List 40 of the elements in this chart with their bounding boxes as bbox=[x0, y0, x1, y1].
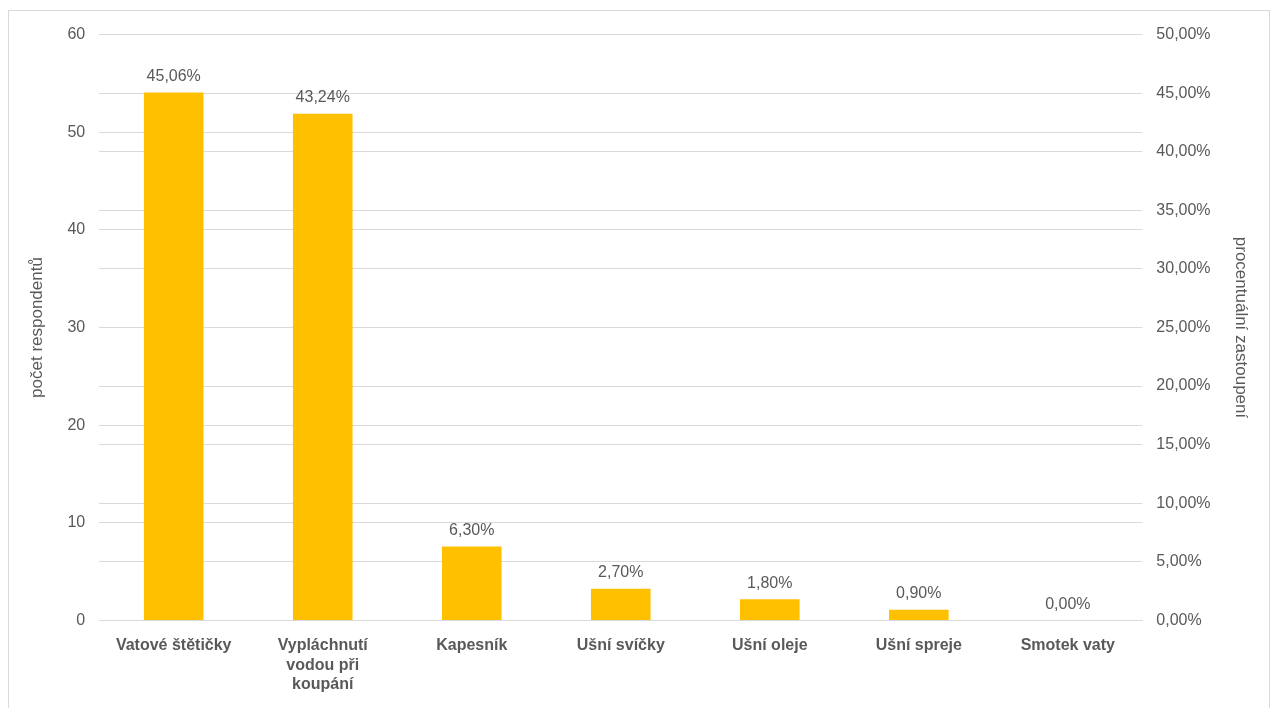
y-tick-label: 20 bbox=[67, 415, 86, 433]
x-tick-label: Ušní oleje bbox=[732, 636, 808, 654]
bar bbox=[292, 113, 353, 620]
data-label: 2,70% bbox=[598, 563, 644, 581]
y-tick-label: 30 bbox=[67, 317, 86, 335]
bar bbox=[143, 92, 204, 620]
x-tick-label: Vatové štětičky bbox=[115, 636, 232, 654]
x-tick-label: Kapesník bbox=[436, 636, 508, 654]
y2-tick-label: 30,00% bbox=[1156, 259, 1211, 277]
bar bbox=[441, 546, 502, 620]
y2-tick-label: 50,00% bbox=[1156, 25, 1211, 43]
y-tick-label: 60 bbox=[67, 25, 86, 43]
x-tick-label: Smotek vaty bbox=[1020, 636, 1116, 654]
y2-tick-label: 5,00% bbox=[1156, 552, 1202, 570]
y2-tick-label: 20,00% bbox=[1156, 376, 1211, 394]
y2-tick-label: 25,00% bbox=[1156, 317, 1211, 335]
x-tick-label: Vypláchnutí vodou při koupání bbox=[277, 636, 369, 692]
data-label: 6,30% bbox=[449, 521, 495, 538]
y2-tick-label: 0,00% bbox=[1156, 610, 1202, 628]
x-tick-label: Ušní spreje bbox=[875, 636, 963, 654]
y2-tick-label: 35,00% bbox=[1156, 200, 1211, 218]
data-label: 45,06% bbox=[146, 66, 201, 84]
x-tick-label: Ušní svíčky bbox=[576, 636, 665, 654]
data-label: 0,90% bbox=[896, 584, 942, 602]
y2-tick-label: 15,00% bbox=[1156, 435, 1211, 453]
bar bbox=[889, 609, 949, 620]
y-tick-label: 40 bbox=[67, 220, 86, 238]
bar bbox=[590, 588, 651, 620]
data-label: 43,24% bbox=[295, 88, 350, 106]
y2-tick-label: 45,00% bbox=[1156, 83, 1211, 101]
bar bbox=[739, 599, 800, 620]
data-label: 1,80% bbox=[747, 573, 793, 591]
y-tick-label: 10 bbox=[67, 513, 86, 531]
y-tick-label: 0 bbox=[76, 610, 86, 628]
y2-tick-label: 40,00% bbox=[1156, 142, 1211, 160]
data-label: 0,00% bbox=[1045, 594, 1091, 612]
y-tick-label: 50 bbox=[67, 122, 86, 140]
y-axis-title: počet respondentů bbox=[26, 257, 46, 398]
y2-axis-title: procentuální zastoupení bbox=[1232, 236, 1252, 419]
y2-tick-label: 10,00% bbox=[1156, 493, 1211, 511]
